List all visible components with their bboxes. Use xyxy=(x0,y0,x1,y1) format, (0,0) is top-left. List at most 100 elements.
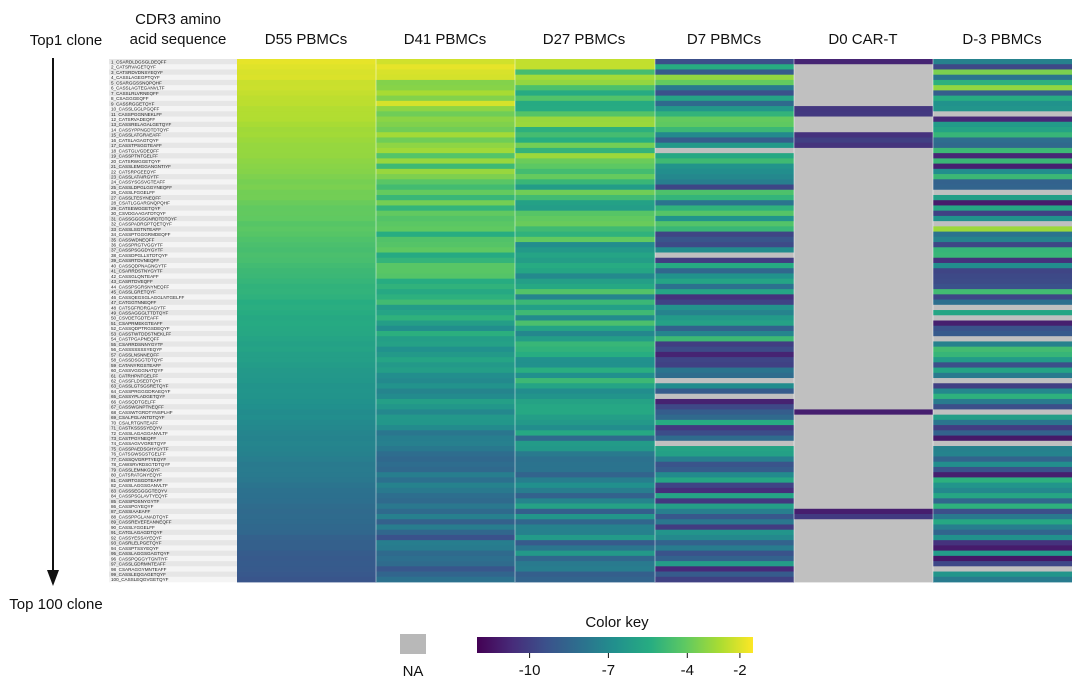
sequence-row-bg xyxy=(109,477,237,483)
heatmap-cell xyxy=(794,283,933,290)
heatmap-cell xyxy=(794,205,933,212)
sequence-label: 97_CASSLGDRMNTEAFF xyxy=(111,562,166,567)
sequence-row-bg xyxy=(109,106,237,112)
sequence-label: 99_CASSLEQGAGETQYF xyxy=(111,572,166,577)
heatmap-cell xyxy=(237,174,376,180)
heatmap-cell xyxy=(794,299,933,306)
heatmap-cell xyxy=(237,351,376,358)
heatmap-cell xyxy=(376,310,515,316)
heatmap-cell xyxy=(237,299,376,306)
heatmap-cell xyxy=(237,571,376,578)
heatmap-cell xyxy=(655,576,794,583)
heatmap-cell xyxy=(933,446,1072,452)
sequence-label: 70_CSALRTGNTEAFF xyxy=(111,420,158,425)
heatmap-cell xyxy=(933,383,1072,389)
heatmap-cell xyxy=(933,85,1072,91)
heatmap-cell xyxy=(794,503,933,510)
heatmap-cell xyxy=(655,383,794,389)
heatmap-cell xyxy=(933,430,1072,436)
heatmap-cell xyxy=(933,571,1072,578)
heatmap-cell xyxy=(655,372,794,379)
heatmap-cell xyxy=(237,310,376,316)
heatmap-cell xyxy=(376,231,515,238)
heatmap-cell xyxy=(655,273,794,280)
heatmap-cell xyxy=(376,383,515,389)
sequence-label: 68_CASSWTGRDTYNSPLHF xyxy=(111,410,173,415)
heatmap-cell xyxy=(655,116,794,123)
sequence-label: 12_CATSRVADEQFF xyxy=(111,117,155,122)
heatmap-cell xyxy=(655,163,794,170)
heatmap-cell xyxy=(794,404,933,410)
heatmap-cell xyxy=(515,508,655,515)
sequence-row-bg xyxy=(109,289,237,295)
heatmap-cell xyxy=(655,419,794,426)
heatmap-cell xyxy=(655,519,794,525)
heatmap-cell xyxy=(237,116,376,123)
clone-rank-arrow-head xyxy=(47,570,59,586)
heatmap-cell xyxy=(933,59,1072,65)
heatmap-cell xyxy=(933,205,1072,212)
heatmap-cell xyxy=(933,351,1072,358)
heatmap-cell xyxy=(237,534,376,541)
heatmap-cell xyxy=(933,210,1072,217)
heatmap-cell xyxy=(237,95,376,102)
sequence-row-bg xyxy=(109,388,237,395)
heatmap-cell xyxy=(933,64,1072,70)
heatmap-cell xyxy=(655,341,794,348)
heatmap-cell xyxy=(376,466,515,473)
heatmap-cell xyxy=(376,487,515,494)
sequence-label: 4_CASSLAGEGPTQYF xyxy=(111,75,160,80)
heatmap-cell xyxy=(933,315,1072,321)
heatmap-cell xyxy=(655,132,794,138)
heatmap-cell xyxy=(237,142,376,149)
heatmap-cell xyxy=(237,378,376,384)
heatmap-cell xyxy=(933,69,1072,76)
heatmap-cell xyxy=(376,529,515,536)
sequence-label: 21_CASSLEMGGANGNTIYF xyxy=(111,164,171,169)
heatmap-cell xyxy=(376,430,515,436)
heatmap-cell xyxy=(933,158,1072,164)
heatmap-cell xyxy=(376,158,515,164)
heatmap-cell xyxy=(933,425,1072,431)
heatmap-cell xyxy=(933,74,1072,81)
heatmap-cell xyxy=(237,372,376,379)
heatmap-cell xyxy=(515,85,655,91)
sequence-label: 79_CASSLEMNKGQYF xyxy=(111,467,160,472)
heatmap-cell xyxy=(655,121,794,128)
heatmap-cell xyxy=(794,132,933,138)
heatmap-cell xyxy=(376,346,515,353)
heatmap-cell xyxy=(794,482,933,489)
heatmap-cell xyxy=(655,85,794,91)
sequence-row-bg xyxy=(109,74,237,81)
heatmap-cell xyxy=(376,142,515,149)
heatmap-cell xyxy=(237,362,376,368)
sequence-label: 26_CASSLFGGELFF xyxy=(111,190,155,195)
heatmap-cell xyxy=(933,534,1072,541)
heatmap-cell xyxy=(376,100,515,107)
color-key-title: Color key xyxy=(585,614,649,631)
sequence-header-line2: acid sequence xyxy=(130,31,227,48)
heatmap-cell xyxy=(515,100,655,107)
sequence-row-bg xyxy=(109,126,237,133)
heatmap-cell xyxy=(237,576,376,583)
sequence-row-bg xyxy=(109,95,237,102)
heatmap-cell xyxy=(794,210,933,217)
heatmap-cell xyxy=(655,236,794,243)
heatmap-cell xyxy=(933,576,1072,583)
heatmap-cell xyxy=(515,283,655,290)
column-header-d27: D27 PBMCs xyxy=(543,31,626,48)
heatmap-cell xyxy=(655,388,794,395)
heatmap-cell xyxy=(515,393,655,400)
heatmap-cell xyxy=(933,362,1072,368)
heatmap-cell xyxy=(376,252,515,259)
heatmap-cell xyxy=(515,168,655,175)
heatmap-cell xyxy=(515,205,655,212)
heatmap-cell xyxy=(794,341,933,348)
heatmap-cell xyxy=(376,440,515,447)
heatmap-cell xyxy=(237,168,376,175)
sequence-row-bg xyxy=(109,383,237,389)
heatmap-cell xyxy=(655,336,794,342)
heatmap-cell xyxy=(237,383,376,389)
heatmap-cell xyxy=(515,409,655,416)
heatmap-cell xyxy=(376,409,515,416)
